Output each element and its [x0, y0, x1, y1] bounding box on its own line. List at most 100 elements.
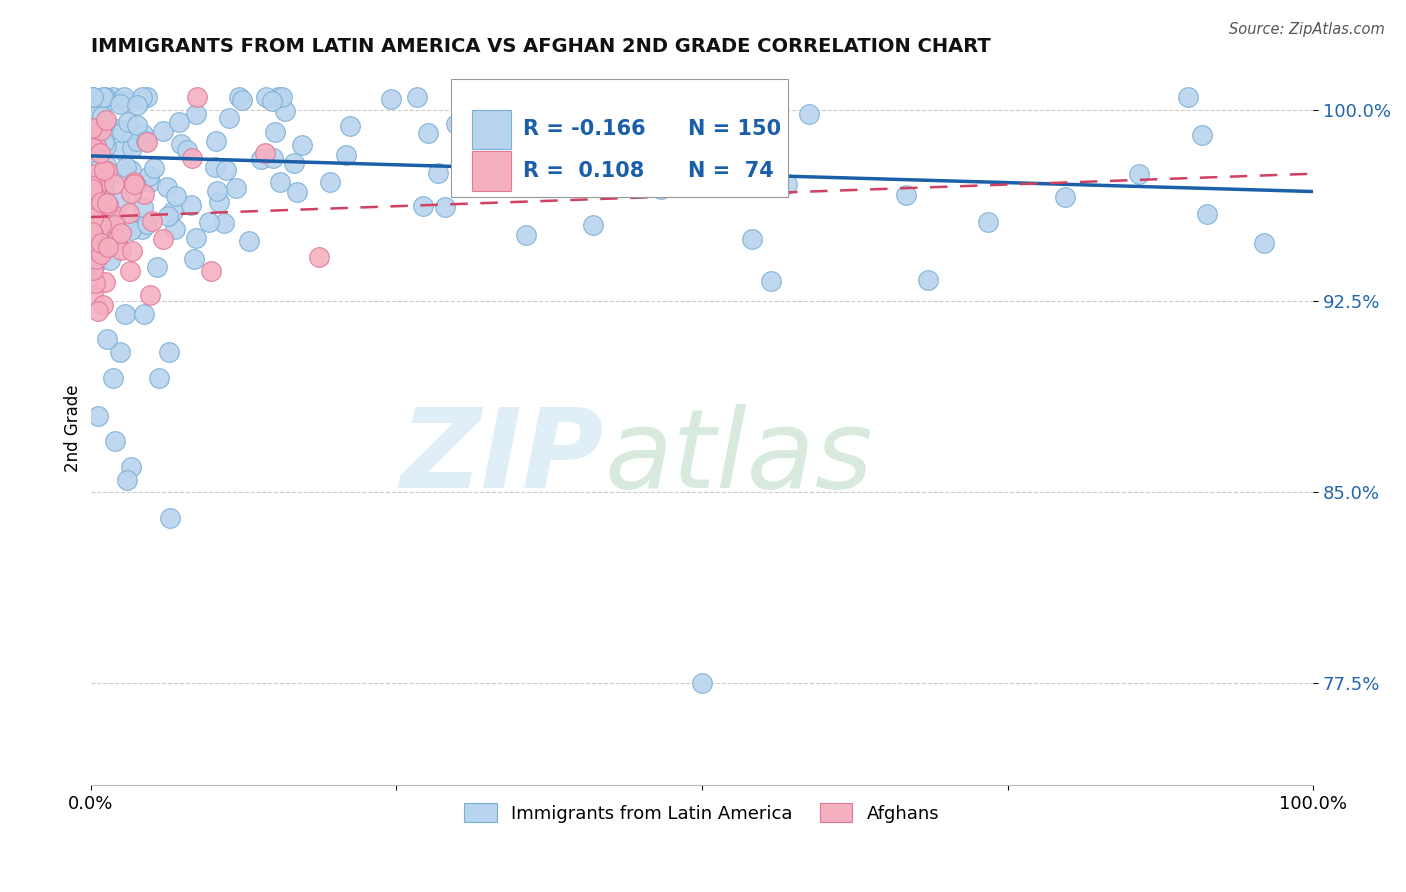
Point	[121, 141, 143, 155]
Point	[271, 90, 294, 104]
Point	[176, 143, 198, 157]
Point	[89, 170, 111, 185]
Point	[86, 163, 108, 178]
Point	[1197, 207, 1219, 221]
Point	[380, 92, 402, 106]
Point	[650, 181, 672, 195]
Point	[110, 96, 132, 111]
Point	[80, 178, 103, 193]
Point	[104, 121, 127, 136]
Point	[208, 194, 231, 209]
Text: N =  74: N = 74	[689, 161, 775, 181]
Point	[87, 194, 110, 208]
Point	[87, 409, 110, 423]
Point	[204, 160, 226, 174]
Point	[427, 166, 450, 180]
Point	[524, 157, 547, 171]
Point	[122, 177, 145, 191]
Point	[152, 124, 174, 138]
Point	[108, 345, 131, 359]
Point	[186, 107, 208, 121]
Point	[134, 307, 156, 321]
Point	[97, 197, 120, 211]
Point	[531, 130, 554, 145]
Point	[82, 233, 104, 247]
Point	[141, 214, 163, 228]
Point	[250, 152, 273, 166]
Point	[131, 90, 153, 104]
Point	[96, 204, 118, 219]
Point	[132, 127, 155, 141]
Point	[83, 276, 105, 290]
Point	[120, 186, 142, 200]
Point	[87, 303, 110, 318]
Point	[262, 151, 284, 165]
Point	[96, 195, 118, 210]
Point	[110, 243, 132, 257]
Point	[291, 138, 314, 153]
Point	[127, 216, 149, 230]
Point	[264, 124, 287, 138]
Point	[120, 223, 142, 237]
Point	[82, 260, 104, 275]
Point	[896, 188, 918, 202]
Text: ZIP: ZIP	[401, 404, 605, 510]
Point	[121, 244, 143, 258]
Point	[131, 222, 153, 236]
Point	[90, 98, 112, 112]
Point	[262, 94, 284, 108]
Point	[80, 244, 103, 258]
Point	[111, 123, 134, 137]
Text: N = 150: N = 150	[689, 120, 782, 139]
Point	[93, 162, 115, 177]
Point	[103, 177, 125, 191]
Point	[80, 185, 103, 199]
Point	[162, 204, 184, 219]
Point	[1053, 190, 1076, 204]
Point	[93, 184, 115, 198]
Point	[433, 201, 456, 215]
Point	[110, 125, 132, 139]
Point	[111, 143, 134, 157]
Point	[207, 184, 229, 198]
Point	[86, 235, 108, 249]
Point	[93, 177, 115, 191]
Point	[1191, 128, 1213, 142]
Point	[83, 201, 105, 215]
Text: Source: ZipAtlas.com: Source: ZipAtlas.com	[1229, 22, 1385, 37]
Point	[165, 222, 187, 236]
Point	[94, 275, 117, 289]
Point	[285, 186, 308, 200]
Point	[308, 250, 330, 264]
Point	[82, 263, 104, 277]
Point	[82, 227, 104, 241]
Point	[82, 211, 104, 225]
Point	[90, 209, 112, 223]
Point	[80, 168, 103, 182]
Point	[167, 114, 190, 128]
Point	[90, 236, 112, 251]
Point	[110, 227, 132, 241]
Point	[917, 273, 939, 287]
Point	[94, 113, 117, 128]
Point	[117, 473, 139, 487]
Point	[82, 136, 104, 150]
Point	[156, 209, 179, 223]
Point	[759, 273, 782, 287]
Point	[84, 252, 107, 267]
Point	[82, 244, 104, 259]
Point	[104, 219, 127, 233]
Point	[138, 169, 160, 183]
Text: R = -0.166: R = -0.166	[523, 120, 645, 139]
FancyBboxPatch shape	[472, 152, 512, 191]
Point	[80, 183, 103, 197]
Point	[617, 163, 640, 178]
Point	[335, 148, 357, 162]
Point	[80, 241, 103, 255]
Point	[225, 181, 247, 195]
Point	[118, 206, 141, 220]
Point	[125, 134, 148, 148]
Point	[269, 175, 291, 189]
Point	[115, 160, 138, 174]
Point	[82, 103, 104, 117]
